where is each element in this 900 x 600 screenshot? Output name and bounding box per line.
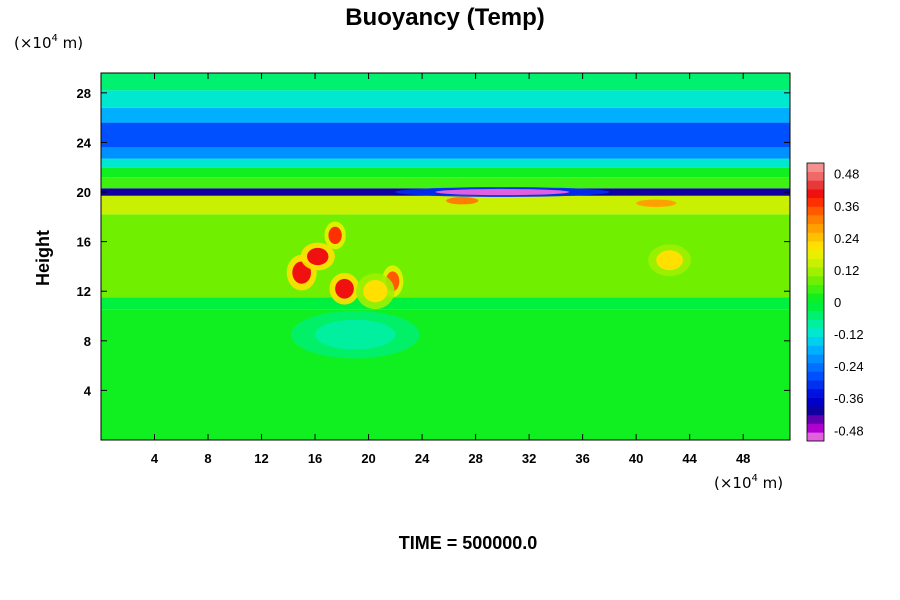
x-unit-label: (×104 m) [714, 473, 783, 492]
y-tick-label: 16 [77, 235, 91, 250]
field-feature-6 [656, 250, 683, 271]
field-band-11 [101, 90, 790, 108]
x-tick-label: 20 [361, 451, 375, 466]
field-feature-8 [636, 199, 677, 207]
field-band-7 [101, 158, 790, 168]
colorbar-frame [806, 162, 825, 442]
field-band-12 [101, 73, 790, 91]
colorbar-tick-label: 0.24 [834, 231, 859, 246]
colorbar-swatch-4 [807, 397, 824, 407]
colorbar-swatch-16 [807, 293, 824, 303]
colorbar-swatch-26 [807, 206, 824, 216]
colorbar-swatch-19 [807, 267, 824, 277]
field-band-6 [101, 167, 790, 178]
x-tick-label: 8 [204, 451, 211, 466]
x-tick-label: 24 [415, 451, 430, 466]
field-band-8 [101, 147, 790, 159]
plot-area [100, 72, 791, 441]
colorbar-tick-label: 0.48 [834, 167, 859, 182]
colorbar-swatch-28 [807, 189, 824, 199]
x-tick-label: 40 [629, 451, 643, 466]
colorbar-swatch-30 [807, 171, 824, 181]
x-tick-label: 48 [736, 451, 750, 466]
colorbar-swatch-15 [807, 302, 824, 311]
x-ticks: 4 8 12 16 20 24 28 32 36 40 44 48 [151, 73, 750, 466]
colorbar-swatch-29 [807, 180, 824, 190]
colorbar-swatch-0 [807, 432, 824, 442]
y-tick-label: 12 [77, 284, 91, 299]
field-feature-1 [307, 247, 329, 266]
y-tick-label: 8 [84, 334, 91, 349]
colorbar-swatch-11 [807, 336, 824, 346]
y-tick-label: 4 [84, 383, 92, 398]
colorbar-tick-label: 0.36 [834, 199, 859, 214]
colorbar-swatch-2 [807, 414, 824, 424]
field-feature-2 [328, 226, 342, 245]
colorbar [806, 162, 825, 442]
field-feature-9 [315, 319, 396, 350]
field-band-5 [101, 177, 790, 189]
y-tick-label: 20 [77, 185, 91, 200]
colorbar-ticks: 0.48 0.36 0.24 0.12 0 -0.12 -0.24 -0.36 -0.48 [834, 167, 864, 439]
field-feature-7 [446, 196, 479, 205]
colorbar-swatch-21 [807, 249, 824, 259]
colorbar-swatch-18 [807, 275, 824, 285]
field-feature-0 [292, 261, 312, 284]
y-tick-label: 24 [77, 135, 92, 150]
field-feature-5 [363, 280, 388, 303]
colorbar-swatch-8 [807, 362, 824, 372]
field-feature-10 [435, 188, 570, 196]
time-label: TIME = 500000.0 [399, 533, 538, 553]
colorbar-swatch-14 [807, 310, 824, 320]
y-ticks: 4 8 12 16 20 24 28 [77, 86, 790, 398]
colorbar-swatch-5 [807, 388, 824, 398]
colorbar-swatch-3 [807, 406, 824, 416]
colorbar-swatch-12 [807, 328, 824, 338]
x-tick-label: 36 [575, 451, 589, 466]
colorbar-swatch-20 [807, 258, 824, 268]
colorbar-tick-label: -0.48 [834, 423, 864, 438]
colorbar-swatch-10 [807, 345, 824, 355]
colorbar-swatch-22 [807, 241, 824, 251]
colorbar-swatch-24 [807, 223, 824, 233]
field-band-9 [101, 122, 790, 148]
x-tick-label: 16 [308, 451, 322, 466]
x-tick-label: 28 [468, 451, 482, 466]
bands-layer [101, 73, 790, 440]
y-tick-label: 28 [77, 86, 91, 101]
colorbar-swatch-13 [807, 319, 824, 329]
colorbar-swatch-31 [807, 163, 824, 172]
y-unit-label: (×104 m) [14, 33, 83, 52]
colorbar-tick-label: -0.24 [834, 359, 864, 374]
colorbar-swatch-7 [807, 371, 824, 381]
field-band-1 [101, 297, 790, 310]
plot-frame [100, 72, 791, 441]
colorbar-swatch-6 [807, 380, 824, 390]
colorbar-swatch-25 [807, 215, 824, 225]
colorbar-swatch-27 [807, 197, 824, 207]
colorbar-swatch-23 [807, 232, 824, 242]
colorbar-tick-label: -0.36 [834, 391, 864, 406]
field-feature-3 [335, 278, 354, 299]
x-tick-label: 44 [682, 451, 697, 466]
colorbar-swatch-1 [807, 423, 824, 433]
field-band-0 [101, 309, 790, 440]
field-band-10 [101, 107, 790, 123]
features-layer [286, 187, 691, 359]
colorbar-swatch-9 [807, 354, 824, 364]
colorbar-tick-label: 0 [834, 295, 841, 310]
x-tick-label: 4 [151, 451, 159, 466]
x-tick-label: 32 [522, 451, 536, 466]
colorbar-tick-label: 0.12 [834, 263, 859, 278]
y-axis-label: Height [33, 230, 53, 286]
chart-title: Buoyancy (Temp) [345, 4, 545, 31]
x-tick-label: 12 [254, 451, 268, 466]
colorbar-tick-label: -0.12 [834, 327, 864, 342]
colorbar-swatch-17 [807, 284, 824, 294]
